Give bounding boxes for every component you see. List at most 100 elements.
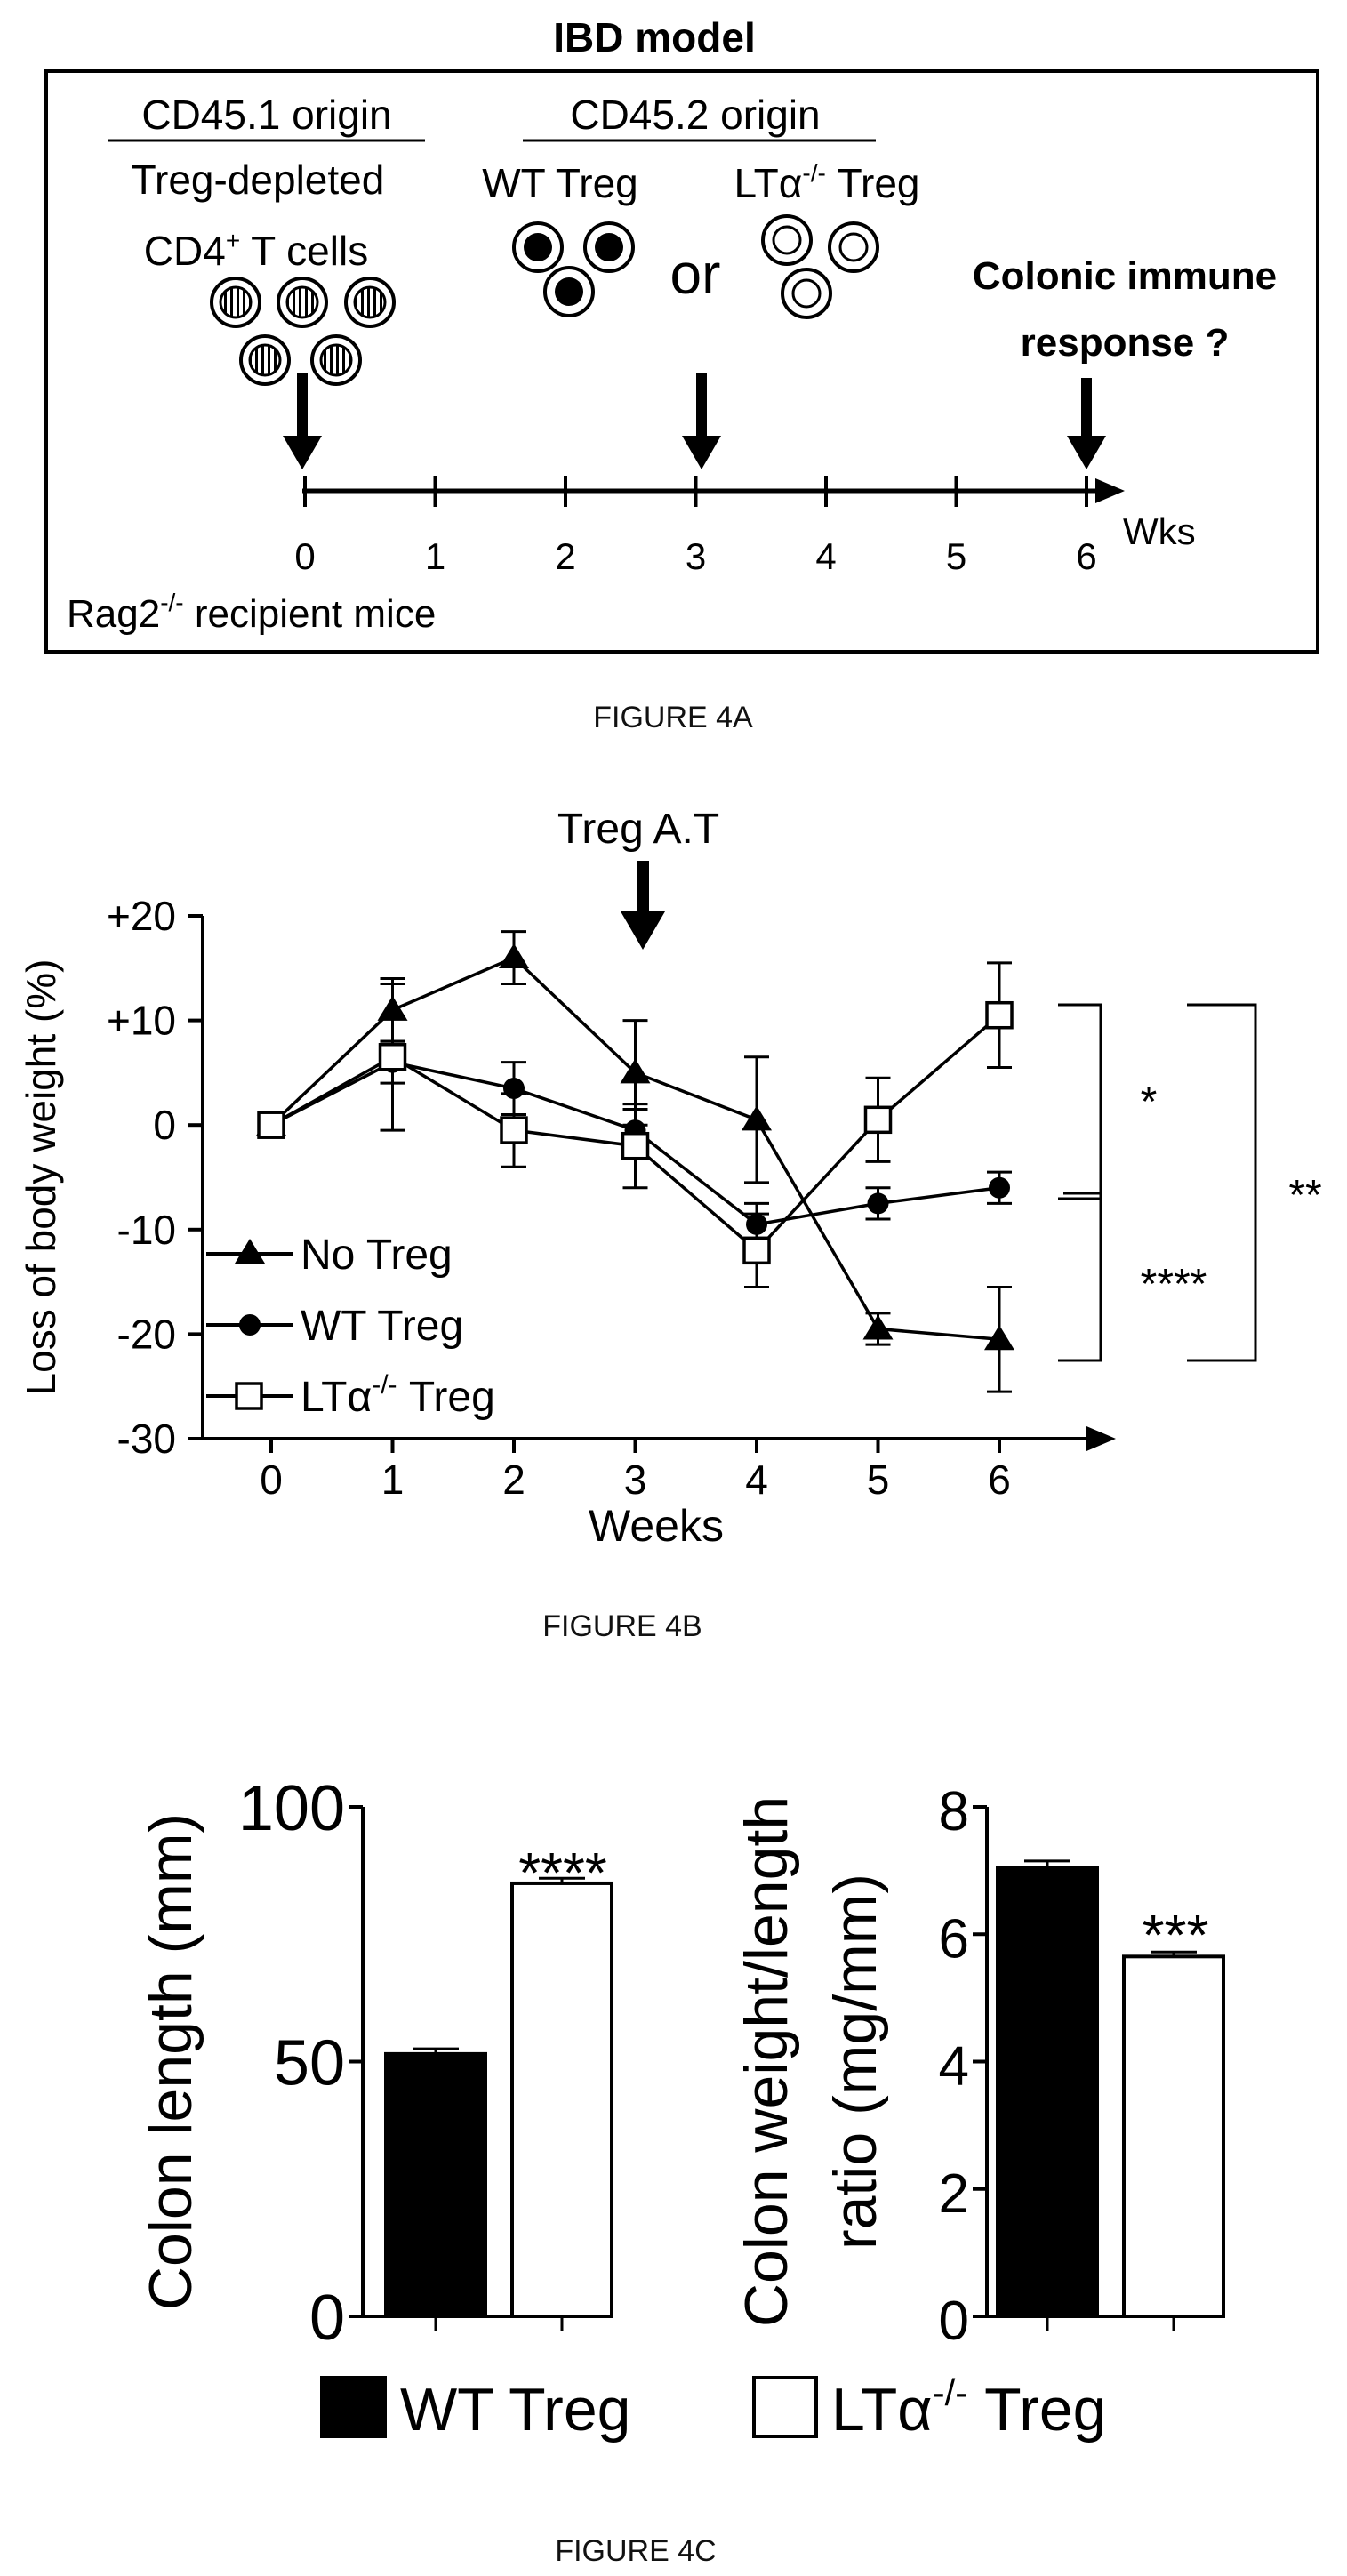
wt-treg-label: WT Treg [482,160,638,206]
y-tick-label: -20 [117,1311,176,1357]
figure-4c-caption: FIGURE 4C [555,2534,716,2568]
cd451-header: CD45.1 origin [141,92,391,138]
significance-outer: ** [1288,1172,1321,1219]
x-tick-label: 1 [381,1457,405,1503]
timeline-unit: Wks [1123,510,1196,552]
data-point [742,1236,771,1265]
colonic-response-line1: Colonic immune [973,254,1277,298]
cell-icon [512,221,564,273]
y-tick-label: 0 [309,2283,345,2354]
line-chart-legend: No Treg WT Treg LTα-/- Treg [206,1232,495,1421]
y-tick-label: -10 [117,1207,176,1253]
data-point [985,1000,1014,1030]
data-point [984,1325,1014,1351]
y-tick-label: +20 [107,893,176,939]
data-point [989,1176,1010,1199]
y-tick-label: 2 [939,2163,969,2225]
significance-top: * [1141,1079,1158,1126]
legend-label-no-treg: No Treg [301,1232,453,1279]
recipient-mice-label: Rag2-/- recipient mice [67,589,436,636]
timeline-tick-label: 0 [294,535,315,577]
y-tick-label: 4 [939,2036,969,2098]
data-point [500,1116,528,1144]
timeline-tick-label: 5 [946,535,966,577]
y-tick-label: 50 [274,2028,345,2099]
cd451-line2: CD4+ T cells [144,227,368,274]
legend-item-no-treg: No Treg [206,1232,453,1279]
cell-icon [277,277,328,328]
x-tick-label: 5 [867,1457,890,1503]
y-axis-label: Colon weight/length [733,1796,800,2327]
y-tick-label: 0 [153,1102,176,1148]
figure-4b: Treg A.T +20 +10 0 -10 -20 -30 0 1 2 3 4 5 6 Weeks Los… [18,806,1322,1643]
cell-icon [828,221,879,273]
data-point [621,1131,650,1160]
cell-icon [781,268,832,319]
y-tick-label: 6 [939,1908,969,1970]
figure-4a-frame [44,69,1319,654]
analysis-arrow-week6 [1067,378,1106,469]
weight-line-chart: +20 +10 0 -10 -20 -30 0 1 2 3 4 5 6 Weeks Loss of body… [18,893,1116,1551]
lta-treg-label: LTα-/- Treg [734,159,920,206]
injection-arrow-week0 [283,373,322,469]
y-axis-label: ratio (mg/mm) [822,1874,889,2250]
timeline-tick-label: 2 [555,535,575,577]
legend-label-wt-treg-bar: WT Treg [400,2376,630,2444]
data-point [378,1043,407,1071]
significance-brackets [1058,1003,1257,1362]
bar [996,1866,1099,2318]
timeline-tick-label: 3 [686,535,706,577]
inner-bracket-bottom [1058,1192,1102,1362]
x-axis-label: Weeks [589,1501,724,1551]
x-tick-label: 6 [988,1457,1011,1503]
x-axis-arrowhead [1086,1426,1116,1451]
data-point [742,1105,772,1131]
data-point [863,1105,893,1135]
cd452-header: CD45.2 origin [570,92,820,138]
figure-4b-caption: FIGURE 4B [542,1609,702,1643]
cell-icon [239,334,291,386]
figure-4a-caption: FIGURE 4A [593,701,753,734]
timeline-tick-label: 4 [815,535,836,577]
cell-icon [210,277,261,328]
y-axis-label: Loss of body weight (%) [18,959,64,1396]
y-tick-label: 8 [939,1781,969,1842]
bar [510,1881,613,2318]
outer-bracket [1187,1003,1257,1362]
colonic-response-line2: response ? [1021,321,1230,365]
cell-icon [583,221,635,273]
data-point [499,943,529,969]
significance-bottom: **** [1141,1261,1207,1308]
wt-treg-cell-icons [512,221,635,317]
data-point [620,1058,651,1084]
treg-at-annotation: Treg A.T [557,806,719,853]
y-tick-label: +10 [107,998,176,1044]
timeline-tick-label: 6 [1076,535,1096,577]
legend-item-wt-treg: WT Treg [206,1303,463,1350]
x-tick-label: 4 [745,1457,768,1503]
lta-treg-cell-icons [761,214,879,319]
x-tick-label: 3 [624,1457,647,1503]
y-axis-label: Colon length (mm) [137,1813,204,2310]
figure-4a: IBD model CD45.1 origin Treg-depleted CD… [44,14,1319,734]
data-point [257,1111,285,1139]
legend-item-wt-treg-bar: WT Treg [320,2376,630,2444]
colon-length-bar-chart: 0 50 100 Colon length (mm) [137,1773,613,2354]
timeline-tick-label: 1 [425,535,445,577]
y-tick-label: -30 [117,1416,176,1462]
cell-icon [761,214,813,266]
bar [384,2051,487,2319]
cell-icon [344,277,396,328]
x-tick-label: 0 [260,1457,283,1503]
legend-label-lta-treg: LTα-/- Treg [301,1370,495,1421]
injection-arrow-week3 [682,373,721,469]
legend-label-wt-treg: WT Treg [301,1303,463,1350]
legend-item-lta-treg-bar: LTα-/- Treg [752,2371,1106,2444]
x-tick-label: 2 [502,1457,525,1503]
data-point [862,1314,894,1340]
or-text: or [670,242,721,306]
y-tick-label: 100 [238,1773,345,1844]
significance-colon-ratio: *** [1143,1903,1209,1967]
treg-transfer-arrow [621,861,665,950]
